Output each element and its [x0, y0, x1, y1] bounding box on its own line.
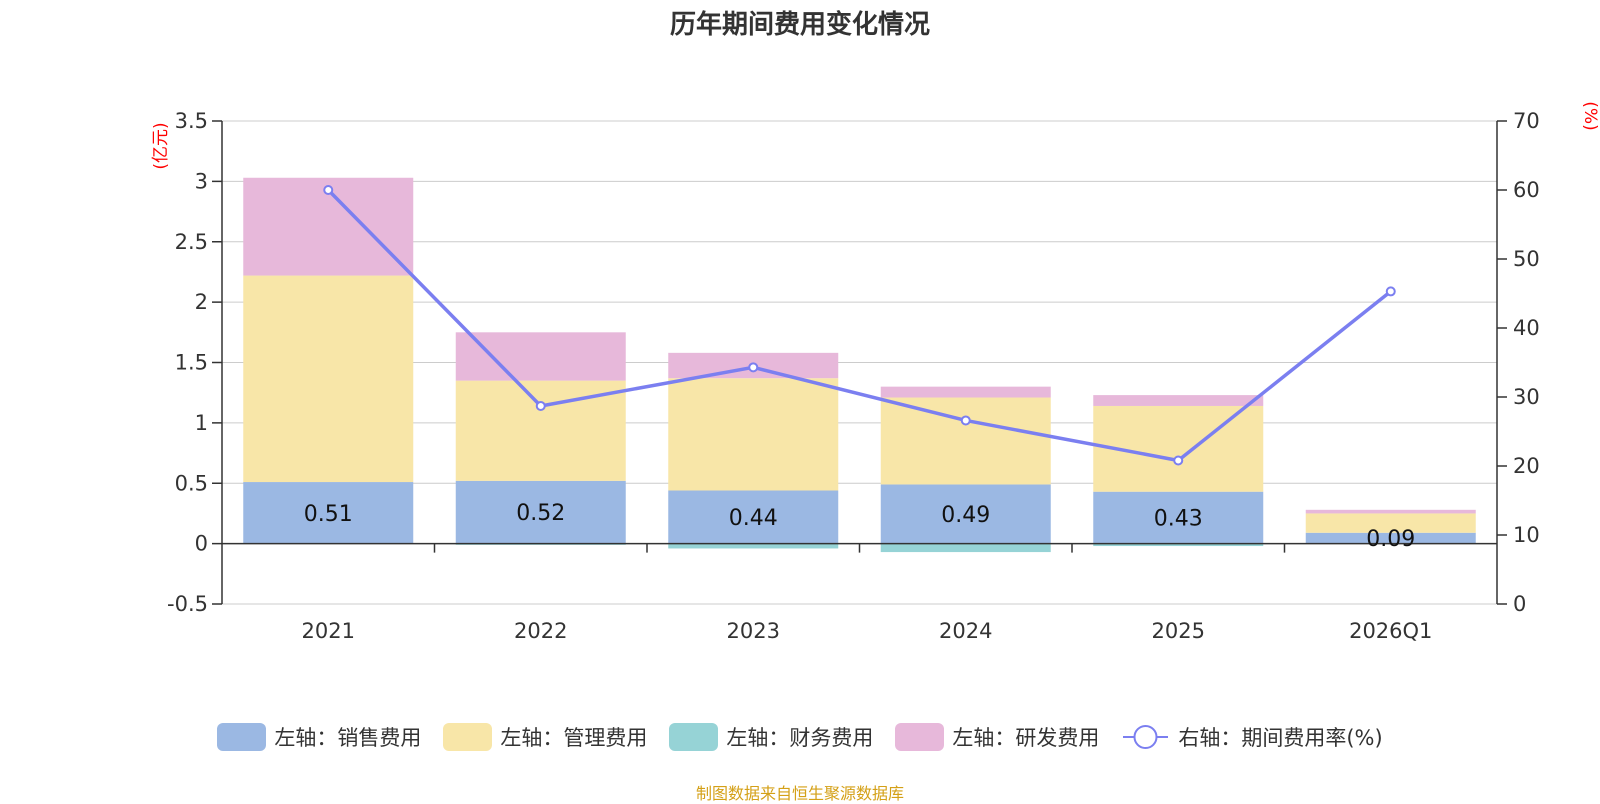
legend-item-rate[interactable]: 右轴：期间费用率(%) [1121, 722, 1383, 752]
label-layer: 0.51 0.52 0.44 0.49 0.43 0.09 [304, 501, 1415, 552]
left-axis-tick-label: 0 [195, 532, 208, 556]
x-axis-label: 2025 [1152, 619, 1205, 643]
right-axis-tick-label: 20 [1513, 454, 1540, 478]
data-label-sales: 0.44 [729, 506, 778, 531]
bar-sales-2026Q1 [1305, 532, 1476, 544]
x-axis-label: 2022 [514, 619, 567, 643]
legend-item-finance[interactable]: 左轴：财务费用 [669, 722, 873, 752]
bar-sales-2023 [668, 490, 839, 544]
bar-sales-2021 [243, 482, 414, 544]
x-axis-label: 2024 [939, 619, 992, 643]
chart-title: 历年期间费用变化情况 [669, 10, 930, 40]
x-axis-label: 2023 [727, 619, 780, 643]
rate-point [1385, 286, 1396, 297]
rate-point [323, 185, 334, 195]
rate-point [535, 400, 546, 411]
bar-admin-2023 [668, 378, 839, 491]
data-label-sales: 0.49 [941, 503, 990, 528]
x-axis-label: 2026Q1 [1349, 619, 1432, 643]
right-axis-tick-label: 60 [1513, 178, 1540, 202]
legend-swatch-finance [669, 723, 719, 751]
legend: 左轴：销售费用 左轴：管理费用 左轴：财务费用 左轴：研发费用 右轴：期间费用率… [0, 722, 1600, 752]
legend-swatch-sales [217, 723, 267, 751]
x-axis-label: 2021 [302, 619, 355, 643]
rate-point [748, 362, 759, 373]
data-label-sales: 0.52 [516, 501, 565, 526]
data-label-sales: 0.51 [304, 502, 353, 527]
right-axis-tick-label: 40 [1513, 316, 1540, 340]
legend-label-rnd: 左轴：研发费用 [952, 726, 1100, 750]
bar-admin-2026Q1 [1305, 513, 1476, 533]
data-label-sales: 0.09 [1366, 527, 1415, 552]
right-axis-tick-label: 50 [1513, 247, 1540, 271]
left-axis-tick-label: 3 [195, 169, 208, 193]
left-axis-tick-label: 2 [195, 290, 208, 314]
left-axis-tick-label: 2.5 [175, 230, 208, 254]
bar-sales-2025 [1093, 491, 1264, 544]
legend-line-circle-icon [1123, 725, 1169, 749]
right-axis-tick-label: 10 [1513, 523, 1540, 547]
bar-finance-2024 [880, 543, 1051, 553]
left-axis-tick-label: 3.5 [175, 109, 208, 133]
rate-line [327, 188, 1392, 463]
legend-item-sales[interactable]: 左轴：销售费用 [217, 722, 421, 752]
source-note: 制图数据来自恒生聚源数据库 [695, 784, 904, 803]
line-layer [323, 185, 1396, 466]
axis-layer: 3.5 3 2.5 2 1.5 1 0.5 0 -0.5 70 60 50 40 30 20 10 0 2021 2… [167, 109, 1540, 643]
legend-swatch-admin [443, 723, 493, 751]
rate-point [1173, 455, 1184, 466]
right-axis-unit: (%) [1580, 101, 1600, 130]
bar-finance-2025 [1093, 543, 1264, 547]
left-axis-tick-label: 1.5 [175, 351, 208, 375]
bar-sales-2024 [880, 484, 1051, 544]
bar-rnd-2026Q1 [1305, 509, 1476, 514]
right-axis-tick-label: 30 [1513, 385, 1540, 409]
legend-label-sales: 左轴：销售费用 [274, 726, 422, 750]
bar-admin-2024 [880, 397, 1051, 485]
left-axis-tick-label: -0.5 [167, 592, 208, 616]
left-axis-unit: (亿元) [151, 122, 171, 169]
right-axis-tick-label: 0 [1513, 592, 1526, 616]
data-label-sales: 0.43 [1154, 507, 1203, 532]
left-axis-tick-label: 1 [195, 411, 208, 435]
legend-item-admin[interactable]: 左轴：管理费用 [443, 722, 647, 752]
bar-admin-2021 [243, 275, 414, 483]
rate-point [960, 415, 971, 426]
bar-rnd-2022 [455, 332, 626, 381]
right-axis-tick-label: 70 [1513, 109, 1540, 133]
legend-label-finance: 左轴：财务费用 [726, 726, 874, 750]
bar-sales-2022 [455, 480, 626, 544]
legend-label-admin: 左轴：管理费用 [500, 726, 648, 750]
left-axis-tick-label: 0.5 [175, 471, 208, 495]
legend-swatch-rnd [895, 723, 945, 751]
bar-finance-2023 [668, 543, 839, 549]
bar-layer [243, 177, 1476, 553]
bar-rnd-2024 [880, 386, 1051, 398]
legend-item-rnd[interactable]: 左轴：研发费用 [895, 722, 1099, 752]
legend-label-rate: 右轴：期间费用率(%) [1178, 726, 1383, 750]
bar-rnd-2025 [1093, 395, 1264, 406]
